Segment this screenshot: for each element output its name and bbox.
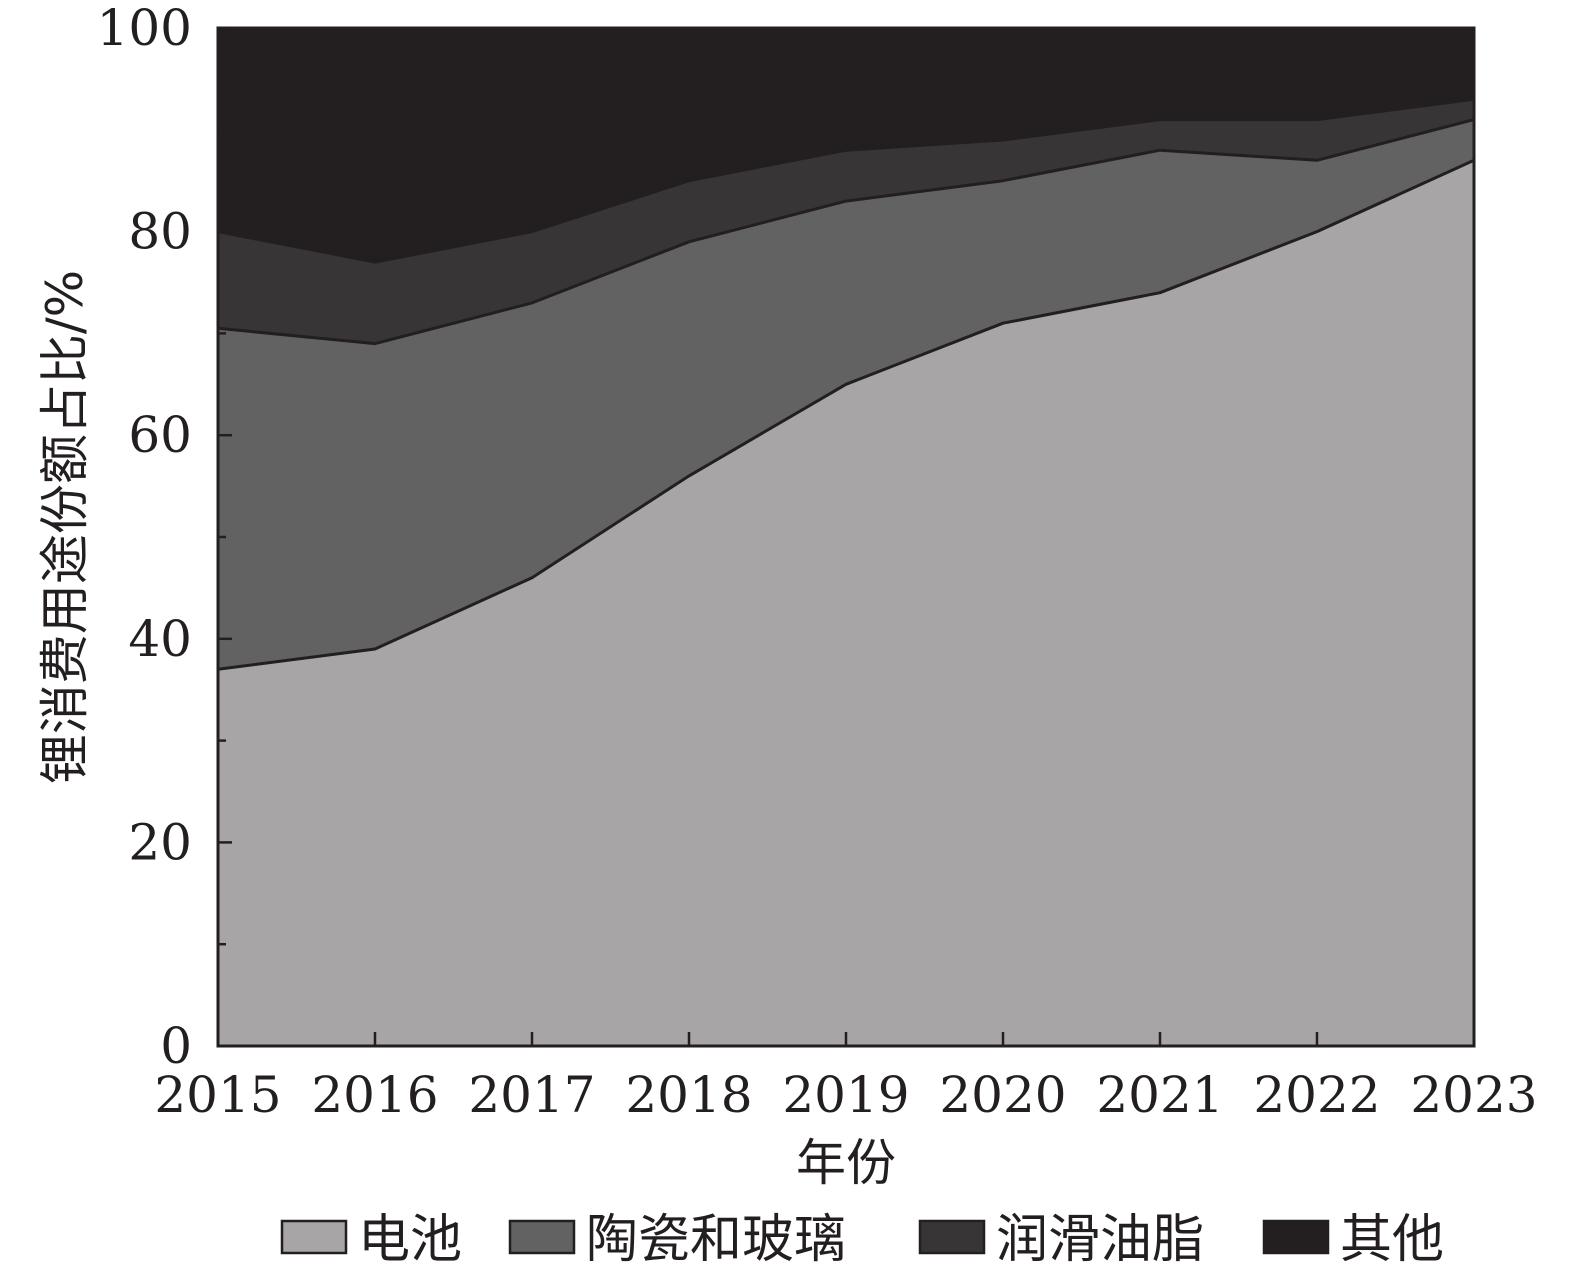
series-boundary-lines bbox=[217, 97, 1475, 671]
x-tick-label: 2016 bbox=[311, 1066, 438, 1124]
area-series-2 bbox=[218, 99, 1474, 344]
y-tick-label: 60 bbox=[128, 406, 192, 464]
legend-swatch-2 bbox=[918, 1219, 986, 1255]
x-tick-label: 2017 bbox=[468, 1066, 595, 1124]
legend-label-3: 其他 bbox=[1340, 1210, 1444, 1270]
legend-swatch-3 bbox=[1262, 1219, 1330, 1255]
y-axis-title: 锂消费用途份额占比/% bbox=[36, 270, 94, 784]
area-series-0 bbox=[218, 160, 1474, 1047]
x-axis-title: 年份 bbox=[796, 1134, 896, 1192]
area-series-3 bbox=[218, 28, 1474, 263]
y-tick-label: 100 bbox=[97, 0, 192, 57]
legend-swatch-1 bbox=[508, 1219, 576, 1255]
boundary-line-1 bbox=[217, 118, 1475, 346]
series-areas bbox=[218, 28, 1474, 1047]
x-tick-label: 2023 bbox=[1410, 1066, 1537, 1124]
y-tick-label: 40 bbox=[128, 610, 192, 668]
y-tick-label: 80 bbox=[128, 203, 192, 261]
x-tick-label: 2015 bbox=[154, 1066, 281, 1124]
y-tick-label: 20 bbox=[128, 813, 192, 871]
y-axis-ticks: 0 20 40 60 80 100 bbox=[97, 0, 232, 1075]
legend-label-0: 电池 bbox=[358, 1210, 462, 1270]
legend: 电池 陶瓷和玻璃 润滑油脂 其他 bbox=[280, 1210, 1444, 1270]
x-tick-label: 2019 bbox=[782, 1066, 909, 1124]
y-tick-label: 0 bbox=[160, 1017, 192, 1075]
boundary-line-2 bbox=[217, 97, 1475, 264]
x-tick-label: 2018 bbox=[625, 1066, 752, 1124]
x-axis-ticks: 2015 2016 2017 2018 2019 2020 2021 2022 2023 bbox=[154, 1032, 1538, 1124]
area-series-1 bbox=[218, 119, 1474, 670]
legend-label-1: 陶瓷和玻璃 bbox=[586, 1210, 846, 1270]
boundary-line-0 bbox=[217, 158, 1475, 671]
legend-label-2: 润滑油脂 bbox=[996, 1210, 1204, 1270]
x-tick-label: 2020 bbox=[939, 1066, 1066, 1124]
x-tick-label: 2022 bbox=[1253, 1066, 1380, 1124]
x-tick-label: 2021 bbox=[1096, 1066, 1223, 1124]
legend-swatch-0 bbox=[280, 1219, 348, 1255]
